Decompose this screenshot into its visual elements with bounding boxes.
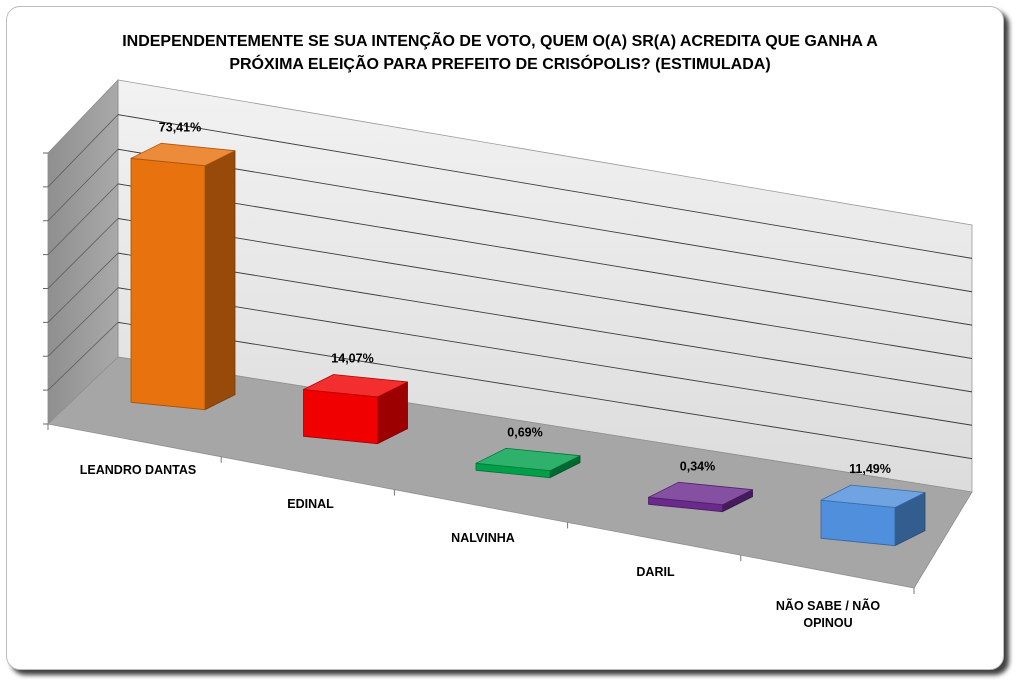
gridline (117, 218, 973, 359)
category-label: LEANDRO DANTAS (80, 463, 196, 477)
bar (820, 484, 926, 547)
gridlines (47, 114, 973, 460)
chart-title-line-2: PRÓXIMA ELEIÇÃO PARA PREFEITO DE CRISÓPO… (229, 56, 771, 73)
category-label: NALVINHA (451, 531, 515, 545)
value-label: 0,69% (507, 425, 542, 439)
category-labels: LEANDRO DANTAS EDINAL NALVINHA DARIL NÃO SAB… (80, 463, 881, 630)
chart-title: INDEPENDENTEMENTE SE SUA INTENÇÃO DE VOT… (60, 30, 940, 76)
bar-front (820, 499, 896, 547)
bar (648, 481, 753, 513)
chart-title-line-1: INDEPENDENTEMENTE SE SUA INTENÇÃO DE VOT… (122, 33, 878, 50)
value-labels: 73,41% 14,07% 0,69% 0,34% 11,49% (159, 120, 891, 476)
gridline-side (47, 252, 119, 323)
gridline (117, 148, 973, 293)
bar (303, 374, 408, 445)
value-label: 11,49% (849, 462, 891, 476)
gridline (117, 114, 973, 259)
bar (475, 447, 581, 479)
bar-top (820, 484, 926, 508)
gridline (117, 183, 973, 326)
bar-top (648, 481, 753, 506)
gridline (117, 321, 973, 460)
bar-side (204, 150, 236, 411)
value-label: 0,34% (680, 459, 715, 473)
gridline-side (47, 218, 119, 289)
gridline (117, 252, 973, 393)
gridline-side (47, 287, 119, 357)
axis-ticks (43, 152, 915, 594)
value-label: 14,07% (331, 352, 373, 366)
bar-front (303, 389, 378, 445)
bar (130, 142, 236, 411)
bar-top (130, 142, 236, 167)
gridline-side (47, 148, 119, 222)
gridline-side (47, 322, 119, 391)
bar-front (130, 157, 206, 411)
gridline (117, 287, 973, 426)
bar-top (475, 447, 581, 472)
bars (130, 142, 926, 547)
category-label: NÃO SABE / NÃO OPINOU (776, 598, 880, 630)
category-label: DARIL (636, 565, 675, 579)
gridline-side (47, 114, 119, 188)
gridline-side (47, 183, 119, 255)
category-label: EDINAL (287, 497, 334, 511)
value-label: 73,41% (159, 120, 201, 134)
bar-top (303, 374, 408, 398)
